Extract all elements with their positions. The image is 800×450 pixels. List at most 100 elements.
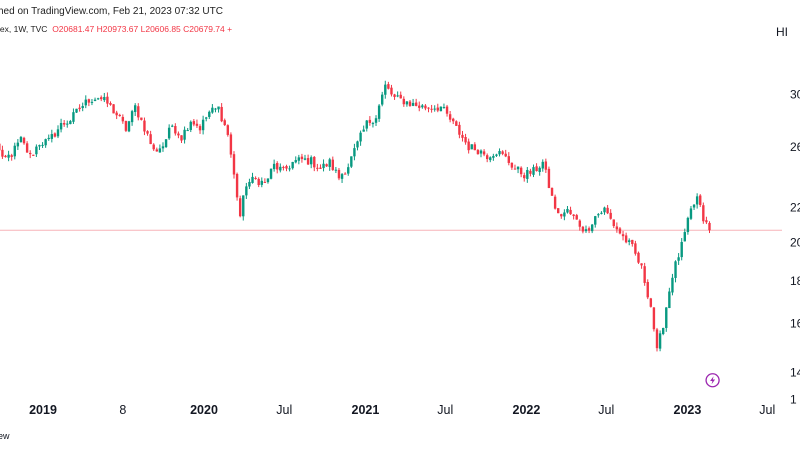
candle <box>198 124 202 134</box>
candle <box>532 164 535 178</box>
candle <box>242 195 245 221</box>
high-value: H20973.67 <box>96 24 139 34</box>
candle-body <box>211 107 214 113</box>
candle-body <box>492 155 495 158</box>
candle-body <box>164 139 168 148</box>
candle <box>430 104 433 113</box>
candle <box>266 178 270 184</box>
candle <box>226 124 230 137</box>
candle <box>405 101 409 107</box>
candle-body <box>353 148 356 157</box>
candle-body <box>186 130 189 132</box>
candle <box>689 205 693 221</box>
candle <box>448 111 452 123</box>
candle-body <box>550 187 554 196</box>
candle-body <box>180 135 183 141</box>
candle-body <box>668 291 671 309</box>
candle <box>149 130 152 145</box>
candle-body <box>377 105 381 119</box>
candle-body <box>680 241 683 258</box>
candle <box>189 120 192 133</box>
plus-icon[interactable]: + <box>227 24 233 34</box>
candle <box>467 138 470 154</box>
candle-body <box>461 134 464 138</box>
candle-body <box>300 156 304 160</box>
candle-body <box>572 214 575 217</box>
candle <box>294 156 297 164</box>
candle-body <box>689 208 693 219</box>
candle <box>100 95 103 102</box>
candle-body <box>371 123 375 125</box>
candle <box>519 166 523 178</box>
candle <box>337 167 341 181</box>
candle-body <box>223 120 226 126</box>
candle <box>705 216 708 225</box>
candle-body <box>430 108 433 110</box>
x-tick-label: 2022 <box>513 403 541 417</box>
candle <box>365 119 368 132</box>
candle <box>523 172 526 182</box>
candle <box>455 120 458 127</box>
candle <box>10 153 13 161</box>
candle <box>621 230 625 241</box>
candle-body <box>143 120 146 132</box>
candle <box>69 119 72 125</box>
candle-body <box>309 157 313 165</box>
candle-body <box>510 162 514 168</box>
candle <box>347 163 350 176</box>
y-tick-label: 22 <box>790 201 800 215</box>
candle <box>590 223 594 234</box>
candle-body <box>479 150 483 154</box>
candle <box>362 125 365 132</box>
candle-body <box>575 215 578 220</box>
candle-body <box>538 167 541 172</box>
lightning-icon[interactable] <box>705 373 720 388</box>
candle <box>50 129 54 143</box>
candle-body <box>72 112 75 122</box>
candle-body <box>421 105 424 108</box>
candle <box>158 144 162 153</box>
x-tick-label: Jul <box>598 403 614 417</box>
candle <box>186 127 189 132</box>
candle <box>399 91 402 99</box>
candle <box>649 297 653 308</box>
candle-body <box>381 94 384 105</box>
candle <box>674 260 677 283</box>
candle <box>665 307 668 332</box>
candle-body <box>269 168 273 179</box>
candle-body <box>340 174 344 179</box>
candle-body <box>482 151 486 155</box>
candle <box>544 158 548 173</box>
low-value: L20606.85 <box>140 24 181 34</box>
candle-body <box>19 136 23 143</box>
candle-body <box>1 149 4 157</box>
candle <box>418 101 421 112</box>
x-tick-label: 8 <box>119 403 126 417</box>
candle <box>628 238 631 246</box>
candle-body <box>560 214 563 217</box>
candle <box>343 172 347 175</box>
candle-body <box>66 123 69 125</box>
candle-body <box>313 156 316 168</box>
candle-body <box>547 168 551 189</box>
candle <box>183 126 186 144</box>
candle-body <box>489 157 492 161</box>
candle <box>387 81 390 90</box>
candle-body <box>436 107 439 111</box>
candle-body <box>96 98 100 100</box>
candle-body <box>652 307 656 330</box>
candle-body <box>133 105 137 112</box>
candle-body <box>594 216 597 225</box>
candle <box>686 216 690 235</box>
candle-body <box>112 104 115 114</box>
candle <box>377 104 381 122</box>
candle <box>439 106 443 112</box>
candle-body <box>62 123 66 125</box>
candle-body <box>316 167 319 169</box>
candle-body <box>535 166 538 172</box>
candle <box>205 116 208 122</box>
candle-body <box>621 234 625 237</box>
symbol-text: lex, 1W, TVC <box>0 24 48 34</box>
candle-body <box>161 146 165 149</box>
